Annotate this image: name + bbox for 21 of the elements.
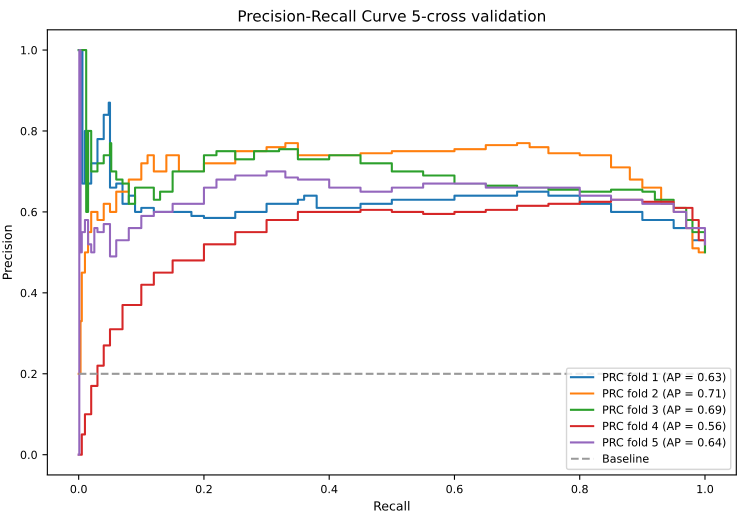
legend-label: PRC fold 4 (AP = 0.56) bbox=[603, 422, 726, 432]
x-tick-label: 1.0 bbox=[697, 484, 714, 494]
y-tick-label: 1.0 bbox=[21, 46, 37, 54]
y-axis-title: Precision bbox=[2, 226, 12, 280]
legend-label: PRC fold 2 (AP = 0.71) bbox=[603, 388, 726, 399]
x-tick-label: 0.6 bbox=[446, 484, 463, 494]
x-tick-label: 0.8 bbox=[572, 484, 588, 494]
y-tick-label: 0.8 bbox=[20, 126, 37, 136]
x-tick-label: 0.2 bbox=[196, 484, 212, 494]
y-tick-label: 0.6 bbox=[20, 208, 37, 216]
legend-label: PRC fold 5 (AP = 0.64) bbox=[603, 438, 726, 448]
x-tick-label: 0.0 bbox=[70, 484, 87, 494]
legend-label: PRC fold 1 (AP = 0.63) bbox=[603, 372, 726, 383]
y-tick-label: 0.2 bbox=[20, 370, 37, 378]
legend-label: Baseline bbox=[603, 454, 649, 463]
x-tick-label: 0.4 bbox=[321, 484, 338, 494]
x-axis-title: Recall bbox=[374, 500, 410, 511]
legend-label: PRC fold 3 (AP = 0.69) bbox=[603, 405, 726, 416]
chart-title: Precision-Recall Curve 5-cross validation bbox=[238, 10, 546, 22]
y-tick-label: 0.4 bbox=[20, 288, 38, 298]
y-tick-label: 0.0 bbox=[20, 450, 37, 460]
